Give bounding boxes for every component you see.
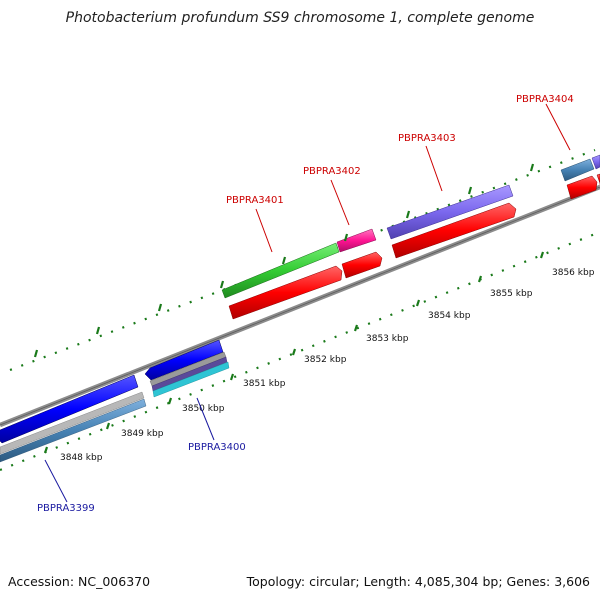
cds-arrow-3403[interactable] [391, 202, 517, 259]
tick-labels: 3848 kbp 3849 kbp 3850 kbp 3851 kbp 3852… [60, 268, 595, 463]
gene-label-3403[interactable]: PBPRA3403 [398, 133, 456, 144]
tick-label: 3853 kbp [366, 334, 409, 344]
tick-label: 3850 kbp [182, 404, 225, 414]
reverse-feature-row [0, 351, 230, 463]
gene-label-3404[interactable]: PBPRA3404 [516, 94, 574, 105]
outer-major-ticks [33, 163, 535, 358]
inner-major-ticks [43, 251, 545, 454]
forward-feature-row [221, 154, 600, 299]
genome-summary-text: Topology: circular; Length: 4,085,304 bp… [246, 574, 590, 589]
gene-label-3402[interactable]: PBPRA3402 [303, 166, 361, 177]
tick-label: 3855 kbp [490, 289, 533, 299]
tick-label: 3849 kbp [121, 429, 164, 439]
gene-label-3399[interactable]: PBPRA3399 [37, 503, 95, 514]
forward-cds-row [228, 173, 600, 320]
genome-backbone-edge [0, 186, 600, 426]
tick-label: 3854 kbp [428, 311, 471, 321]
cyan-feature-3400[interactable] [152, 361, 230, 398]
purple-feature[interactable] [386, 184, 514, 240]
cds-arrow-3400[interactable] [144, 339, 224, 381]
purple-feature-2[interactable] [591, 154, 600, 170]
tick-label: 3848 kbp [60, 453, 103, 463]
cds-arrow-3402[interactable] [341, 251, 383, 279]
purple-feature-3400[interactable] [151, 356, 228, 392]
reverse-cds-row [0, 339, 224, 444]
steelblue-long-feature[interactable] [0, 398, 147, 463]
gene-label-3400[interactable]: PBPRA3400 [188, 442, 246, 453]
gene-label-3401[interactable]: PBPRA3401 [226, 195, 284, 206]
accession-text: Accession: NC_006370 [8, 574, 151, 589]
cds-arrow-3404[interactable] [566, 175, 598, 200]
magenta-feature[interactable] [336, 228, 377, 253]
cds-arrow-3399[interactable] [0, 374, 139, 444]
tick-label: 3851 kbp [243, 379, 286, 389]
tick-label: 3852 kbp [304, 355, 347, 365]
green-feature[interactable] [221, 242, 340, 299]
gene-labels: PBPRA3399 PBPRA3400 PBPRA3401 PBPRA3402 … [37, 94, 574, 514]
silver-feature[interactable] [0, 391, 145, 455]
map-title: Photobacterium profundum SS9 chromosome … [65, 10, 535, 26]
steelblue-feature[interactable] [560, 158, 595, 182]
cds-arrow-3401[interactable] [228, 265, 343, 320]
tick-label: 3856 kbp [552, 268, 595, 278]
